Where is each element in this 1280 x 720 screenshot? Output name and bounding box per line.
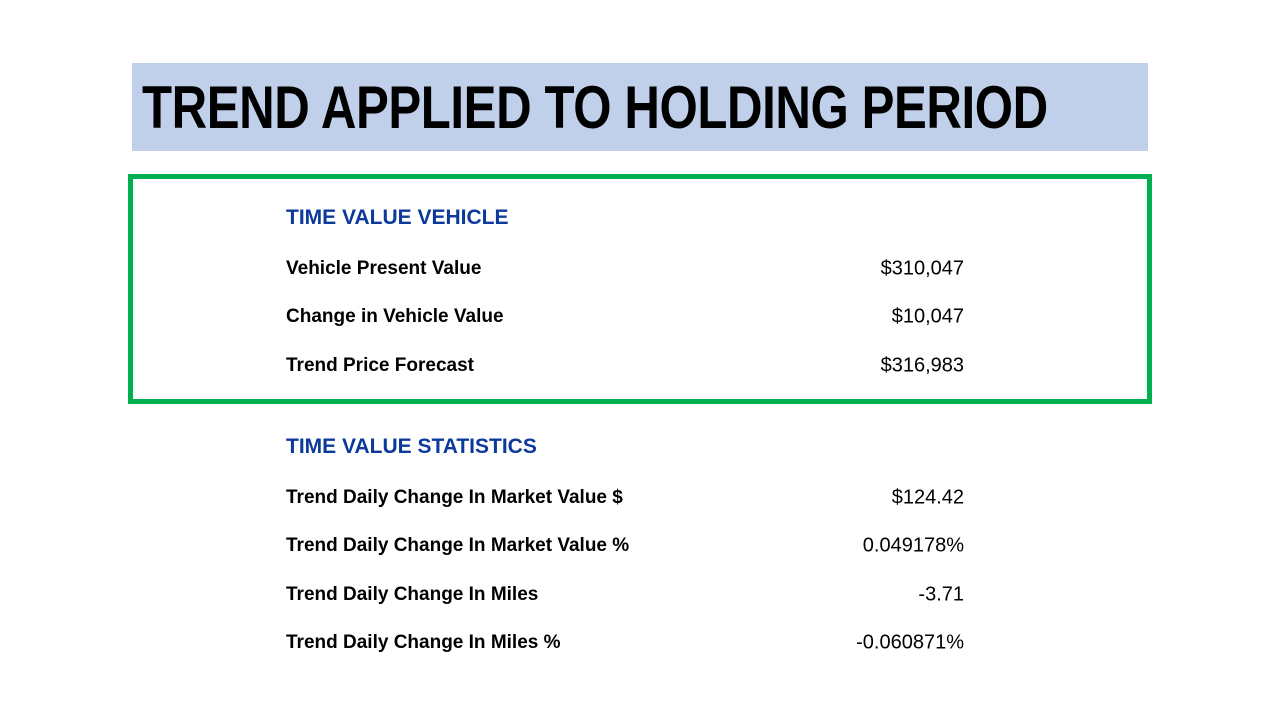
row-label: Vehicle Present Value [286,258,482,279]
row-label: Trend Daily Change In Miles [286,584,539,605]
vehicle-highlight-box [128,174,1152,404]
vehicle-section-heading: TIME VALUE VEHICLE [286,206,509,229]
row-label: Trend Daily Change In Miles % [286,632,561,653]
page-title: TREND APPLIED TO HOLDING PERIOD [142,74,1048,141]
row-value: $310,047 [880,257,964,280]
row-value: 0.049178% [862,534,964,557]
row-value: $124.42 [891,486,964,509]
row-value: $316,983 [880,354,964,377]
row-label: Trend Daily Change In Market Value $ [286,487,623,508]
row-label: Trend Daily Change In Market Value % [286,535,630,556]
row-label: Change in Vehicle Value [286,306,504,327]
row-label: Trend Price Forecast [286,355,474,376]
row-value: -3.71 [918,583,964,606]
row-value: $10,047 [891,305,964,328]
statistics-section-heading: TIME VALUE STATISTICS [286,435,537,458]
title-banner [132,63,1148,151]
row-value: -0.060871% [856,631,964,654]
